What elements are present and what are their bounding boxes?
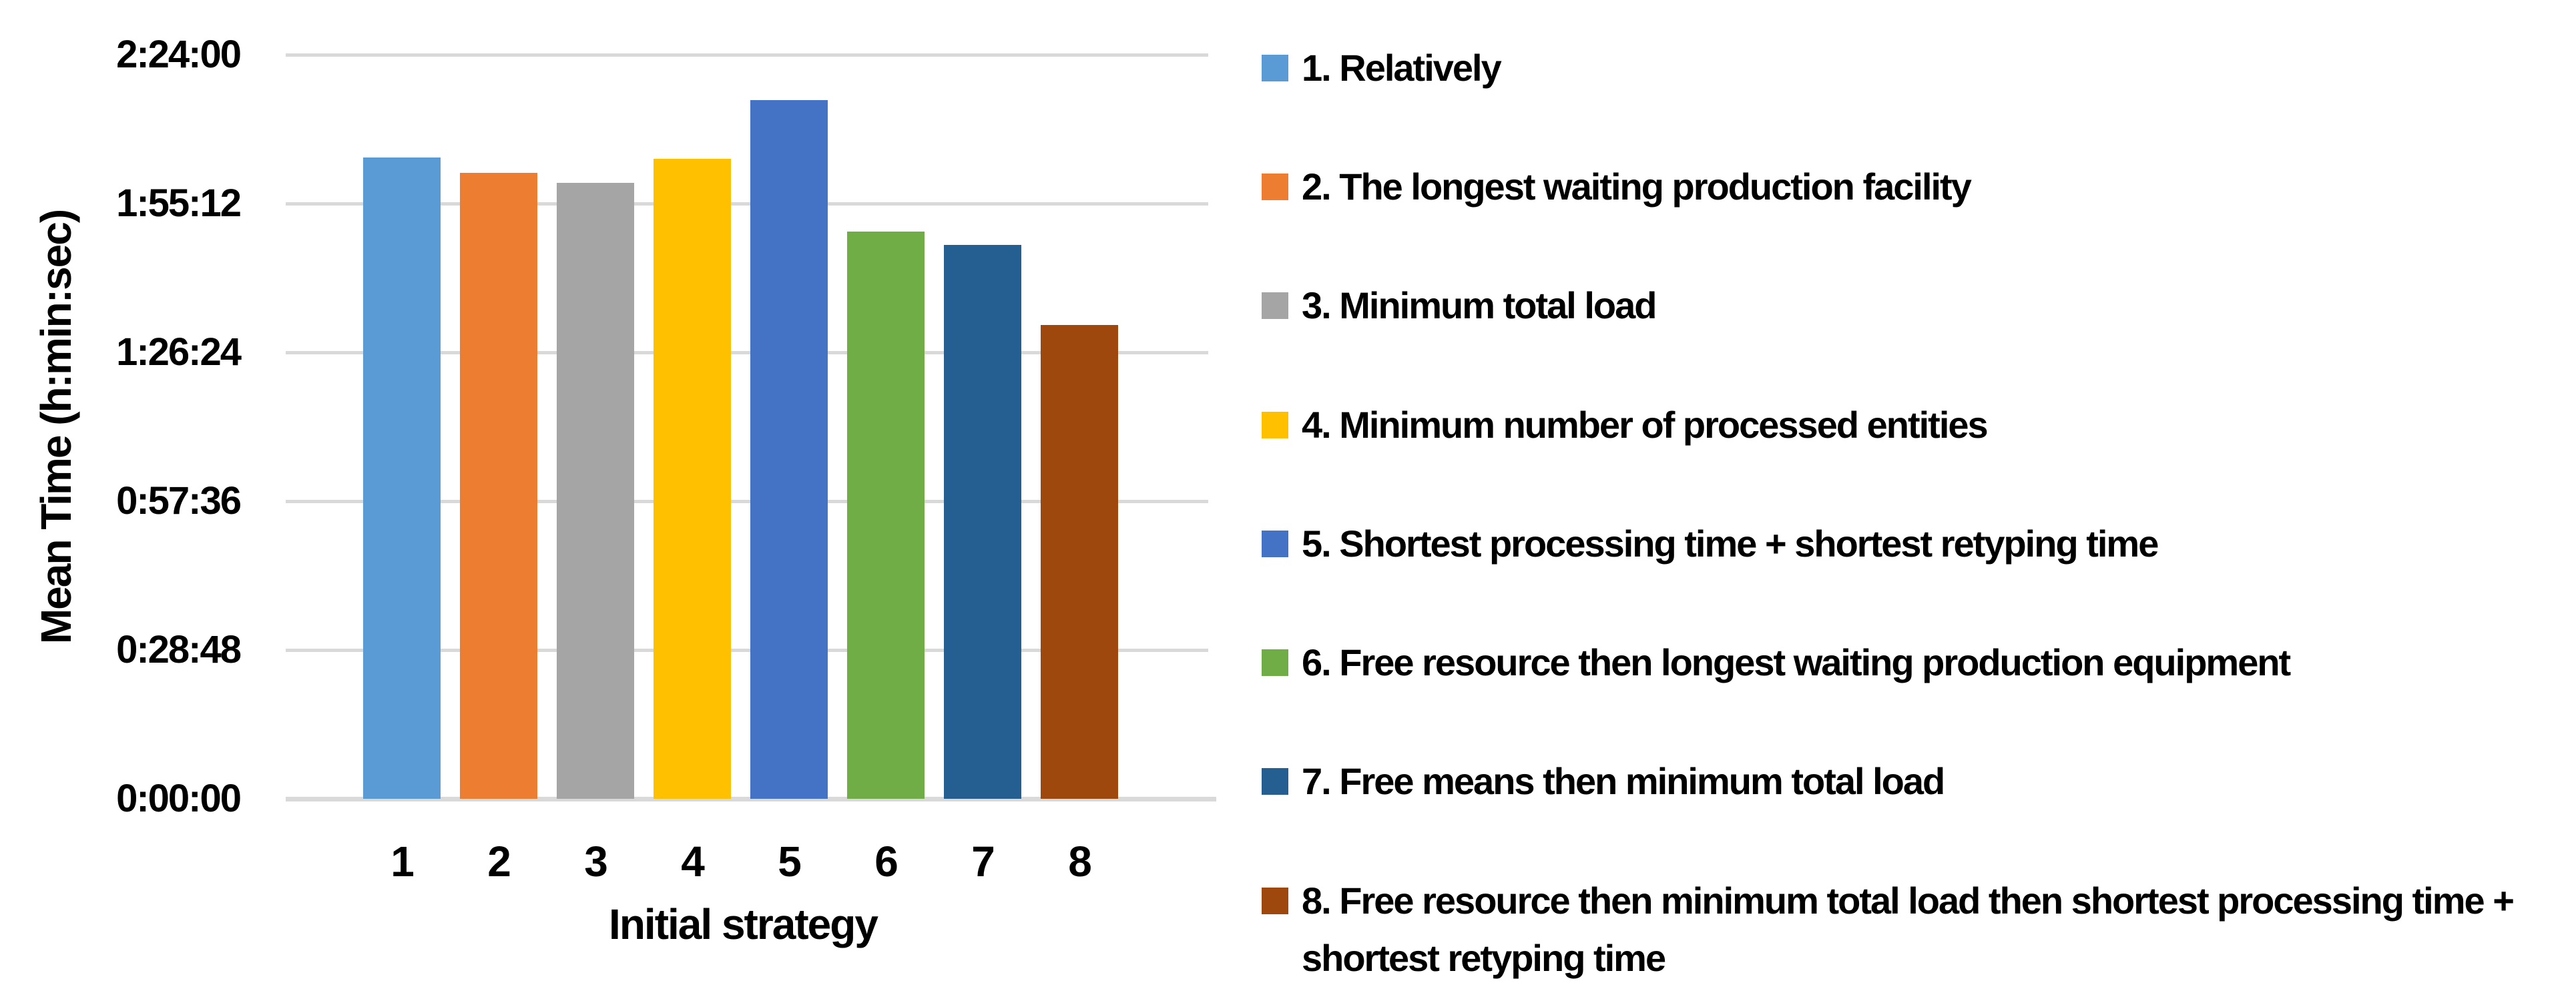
x-tick-label: 6 (874, 838, 898, 886)
x-tick-label: 7 (971, 838, 995, 886)
bar-strategy-3 (557, 183, 634, 799)
legend-swatch (1262, 768, 1288, 795)
legend-swatch (1262, 531, 1288, 557)
legend-swatch (1262, 55, 1288, 81)
gridline (286, 202, 1208, 206)
x-tick-label: 4 (681, 838, 705, 886)
y-tick-label: 1:26:24 (116, 330, 242, 374)
gridline (286, 500, 1208, 503)
gridline (286, 53, 1208, 57)
y-tick-label: 1:55:12 (116, 182, 242, 225)
x-axis-title: Initial strategy (609, 900, 878, 948)
x-tick-label: 2 (487, 838, 511, 886)
y-tick-label: 0:28:48 (116, 628, 242, 671)
bar-strategy-7 (944, 245, 1021, 799)
legend-swatch (1262, 292, 1288, 319)
legend-label: 4. Minimum number of processed entities (1302, 404, 1989, 446)
y-tick-label: 0:00:00 (116, 777, 242, 820)
y-tick-label: 2:24:00 (116, 33, 242, 76)
bar-strategy-4 (654, 159, 731, 799)
legend-swatch (1262, 174, 1288, 200)
x-tick-label: 5 (778, 838, 802, 886)
x-tick-label: 8 (1068, 838, 1092, 886)
bar-strategy-6 (847, 232, 925, 799)
legend-swatch (1262, 649, 1288, 676)
legend-label: 2. The longest waiting production facili… (1302, 165, 1972, 208)
legend-label: 3. Minimum total load (1302, 284, 1657, 326)
legend-swatch (1262, 888, 1288, 914)
legend-label: 6. Free resource then longest waiting pr… (1302, 641, 2291, 683)
gridline (286, 351, 1208, 354)
y-tick-label: 0:57:36 (116, 479, 242, 523)
gridline (286, 649, 1208, 652)
x-axis-line (286, 797, 1216, 801)
bar-strategy-5 (750, 100, 828, 799)
x-tick-label: 3 (584, 838, 608, 886)
legend-label: 7. Free means then minimum total load (1302, 760, 1945, 802)
legend-swatch (1262, 412, 1288, 438)
y-axis-title: Mean Time (h:min:sec) (32, 210, 80, 645)
bar-strategy-8 (1041, 325, 1118, 799)
bar-strategy-1 (363, 157, 441, 799)
legend-label: 1. Relatively (1302, 47, 1502, 89)
bar-strategy-2 (460, 173, 537, 799)
legend-label: 8. Free resource then minimum total load… (1302, 880, 2515, 979)
x-tick-label: 1 (391, 838, 415, 886)
legend-label: 5. Shortest processing time + shortest r… (1302, 523, 2159, 565)
